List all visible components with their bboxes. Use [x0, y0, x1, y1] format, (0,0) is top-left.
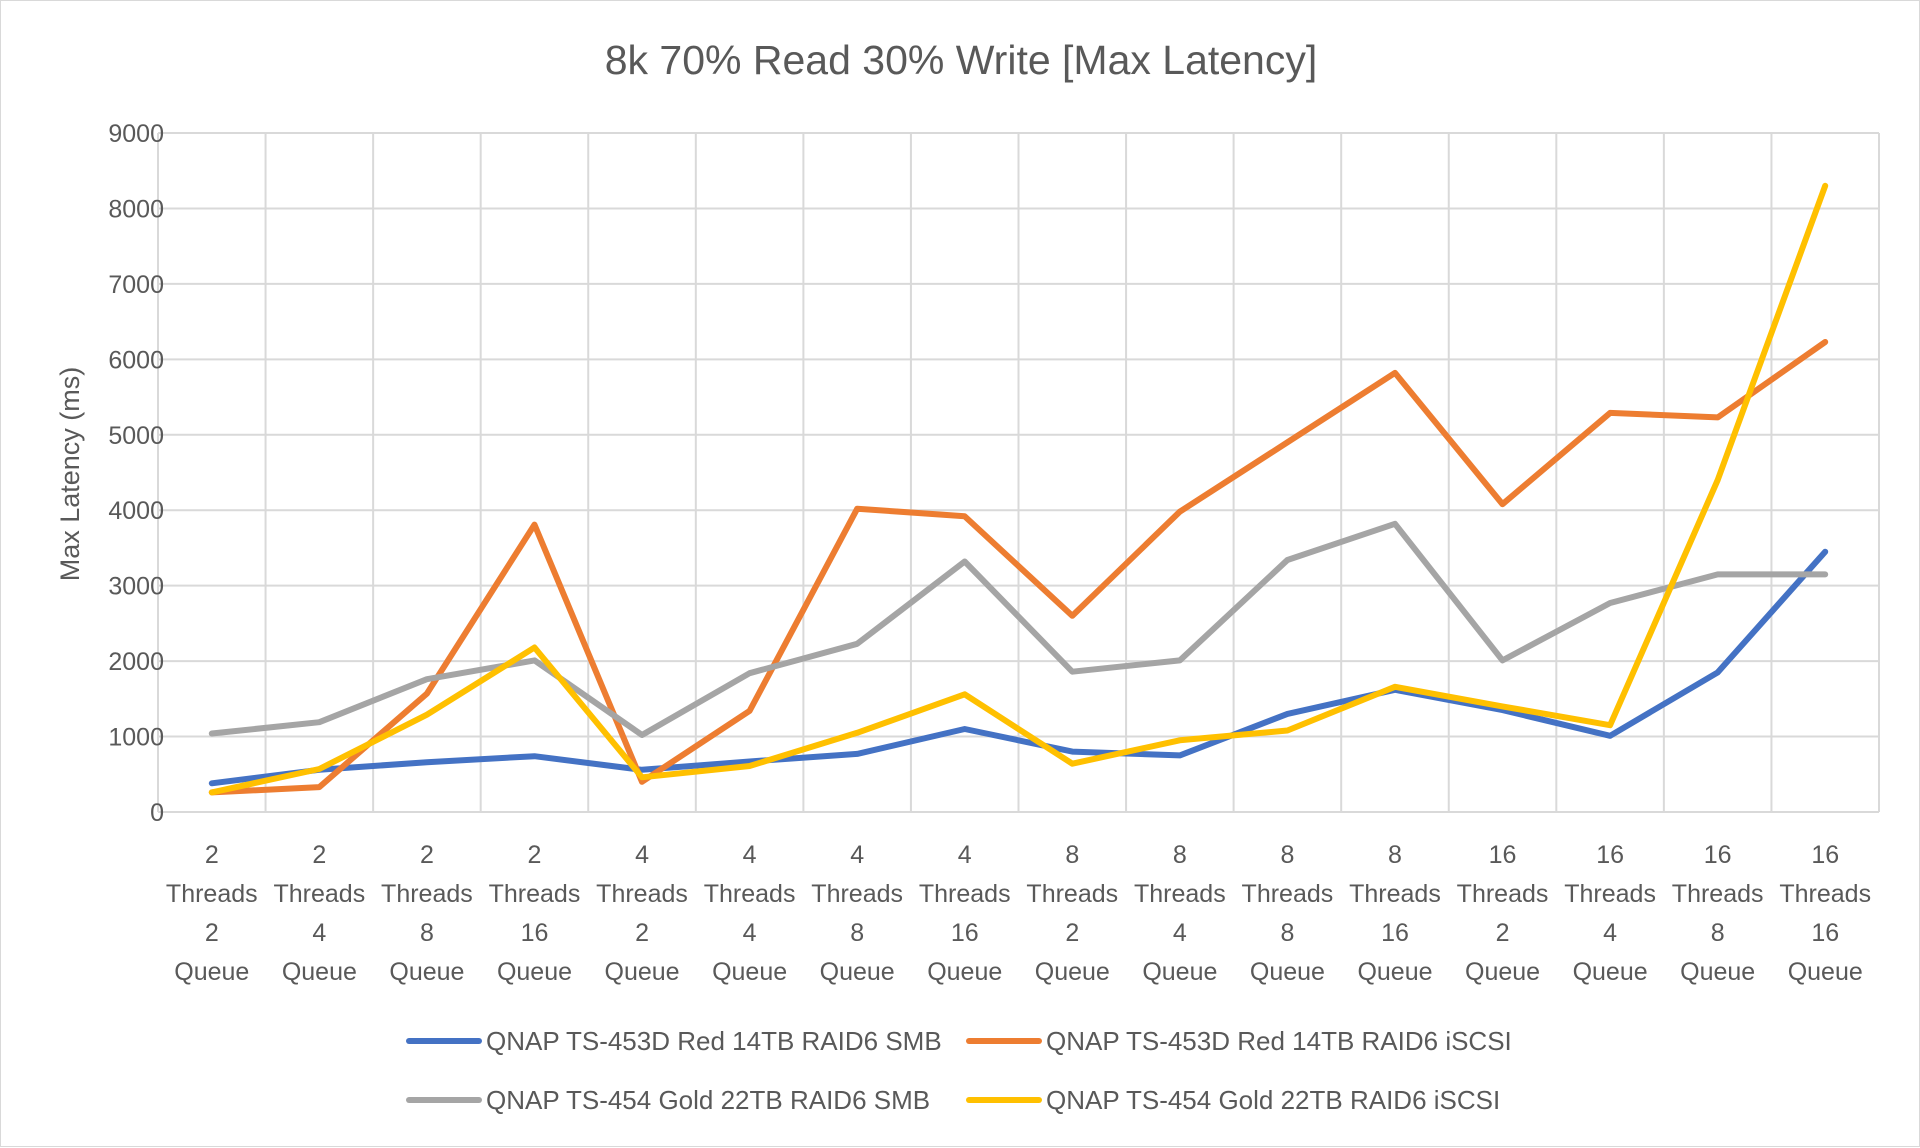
x-tick-label: 4 [1173, 919, 1187, 947]
legend-label: QNAP TS-453D Red 14TB RAID6 iSCSI [1046, 1026, 1512, 1056]
x-tick-label: 16 [951, 919, 979, 947]
y-axis-title: Max Latency (ms) [55, 367, 85, 582]
x-tick-label: 2 [635, 919, 649, 947]
legend-item: QNAP TS-453D Red 14TB RAID6 SMB [406, 1026, 942, 1056]
x-tick-label: Threads [1134, 880, 1226, 908]
x-tick-label: Threads [596, 880, 688, 908]
y-tick-label: 2000 [108, 648, 164, 676]
x-tick-label: Threads [811, 880, 903, 908]
x-tick-label: 16 [1381, 919, 1409, 947]
x-tick-label: 2 [205, 919, 219, 947]
x-tick-label: 16 [1704, 841, 1732, 869]
y-tick-label: 8000 [108, 195, 164, 223]
x-tick-label: Queue [712, 958, 787, 986]
x-tick-label: Queue [1357, 958, 1432, 986]
y-tick-label: 0 [150, 799, 164, 827]
x-tick-label: 16 [1489, 841, 1517, 869]
y-tick-label: 4000 [108, 497, 164, 525]
series-line-4 [208, 182, 1829, 796]
y-tick-label: 1000 [108, 724, 164, 752]
y-tick-label: 6000 [108, 346, 164, 374]
x-tick-label: Queue [174, 958, 249, 986]
x-tick-label: 4 [850, 841, 864, 869]
series-lines [208, 182, 1829, 796]
x-tick-label: Queue [1680, 958, 1755, 986]
x-tick-label: 16 [1811, 919, 1839, 947]
x-tick-label: Queue [1788, 958, 1863, 986]
x-tick-label: 2 [528, 841, 542, 869]
x-tick-label: 8 [1173, 841, 1187, 869]
legend-label: QNAP TS-454 Gold 22TB RAID6 SMB [486, 1085, 930, 1115]
x-tick-label: Queue [1250, 958, 1325, 986]
x-tick-label: 4 [1603, 919, 1617, 947]
chart-title: 8k 70% Read 30% Write [Max Latency] [605, 37, 1318, 83]
y-tick-label: 5000 [108, 422, 164, 450]
x-tick-label: Threads [273, 880, 365, 908]
x-tick-label: 16 [521, 919, 549, 947]
x-tick-label: 4 [312, 919, 326, 947]
x-tick-label: Threads [704, 880, 796, 908]
x-tick-label: Queue [1465, 958, 1540, 986]
x-tick-label: 4 [635, 841, 649, 869]
x-tick-label: 8 [850, 919, 864, 947]
x-tick-label: 16 [1596, 841, 1624, 869]
x-tick-label: 16 [1811, 841, 1839, 869]
series-line-1 [208, 548, 1829, 787]
x-tick-label: Threads [1457, 880, 1549, 908]
x-tick-label: 8 [420, 919, 434, 947]
x-tick-label: 2 [1496, 919, 1510, 947]
y-axis-ticks: 0 1000 2000 3000 4000 5000 6000 7000 8000 9000 [108, 120, 164, 827]
legend-label: QNAP TS-453D Red 14TB RAID6 SMB [486, 1026, 942, 1056]
x-tick-label: Threads [1779, 880, 1871, 908]
x-tick-label: Queue [1142, 958, 1217, 986]
x-tick-label: 8 [1065, 841, 1079, 869]
gridlines [157, 132, 1880, 813]
series-line-3 [208, 520, 1829, 738]
y-tick-label: 9000 [108, 120, 164, 148]
x-tick-label: 2 [420, 841, 434, 869]
x-tick-label: Queue [497, 958, 572, 986]
legend-label: QNAP TS-454 Gold 22TB RAID6 iSCSI [1046, 1085, 1500, 1115]
x-tick-label: Queue [282, 958, 357, 986]
x-tick-label: 4 [958, 841, 972, 869]
x-tick-label: 8 [1388, 841, 1402, 869]
x-tick-label: Queue [1573, 958, 1648, 986]
x-tick-label: Threads [1349, 880, 1441, 908]
x-tick-label: Threads [166, 880, 258, 908]
x-tick-label: 8 [1280, 919, 1294, 947]
x-tick-label: Threads [1242, 880, 1334, 908]
y-tick-label: 7000 [108, 271, 164, 299]
series-line-2 [208, 339, 1829, 796]
x-tick-label: 8 [1280, 841, 1294, 869]
x-tick-label: 2 [205, 841, 219, 869]
x-tick-label: 4 [743, 841, 757, 869]
x-tick-label: Threads [919, 880, 1011, 908]
x-tick-label: Queue [1035, 958, 1110, 986]
y-tick-label: 3000 [108, 573, 164, 601]
x-axis-ticks: 2 Threads 2 Queue 2 Threads 4 Queue 2 Threads 8 Que… [166, 841, 1871, 986]
x-tick-label: Threads [381, 880, 473, 908]
x-tick-label: Queue [605, 958, 680, 986]
x-tick-label: 8 [1711, 919, 1725, 947]
x-tick-label: Queue [927, 958, 1002, 986]
x-tick-label: 4 [743, 919, 757, 947]
x-tick-label: Threads [489, 880, 581, 908]
x-tick-label: Threads [1672, 880, 1764, 908]
legend-item: QNAP TS-453D Red 14TB RAID6 iSCSI [966, 1026, 1512, 1056]
x-tick-label: Threads [1564, 880, 1656, 908]
x-tick-label: Queue [389, 958, 464, 986]
legend-item: QNAP TS-454 Gold 22TB RAID6 iSCSI [966, 1085, 1500, 1115]
legend: QNAP TS-453D Red 14TB RAID6 SMB QNAP TS-4… [406, 1026, 1512, 1115]
x-tick-label: Threads [1026, 880, 1118, 908]
x-tick-label: Queue [820, 958, 895, 986]
legend-item: QNAP TS-454 Gold 22TB RAID6 SMB [406, 1085, 930, 1115]
x-tick-label: 2 [1065, 919, 1079, 947]
x-tick-label: 2 [312, 841, 326, 869]
